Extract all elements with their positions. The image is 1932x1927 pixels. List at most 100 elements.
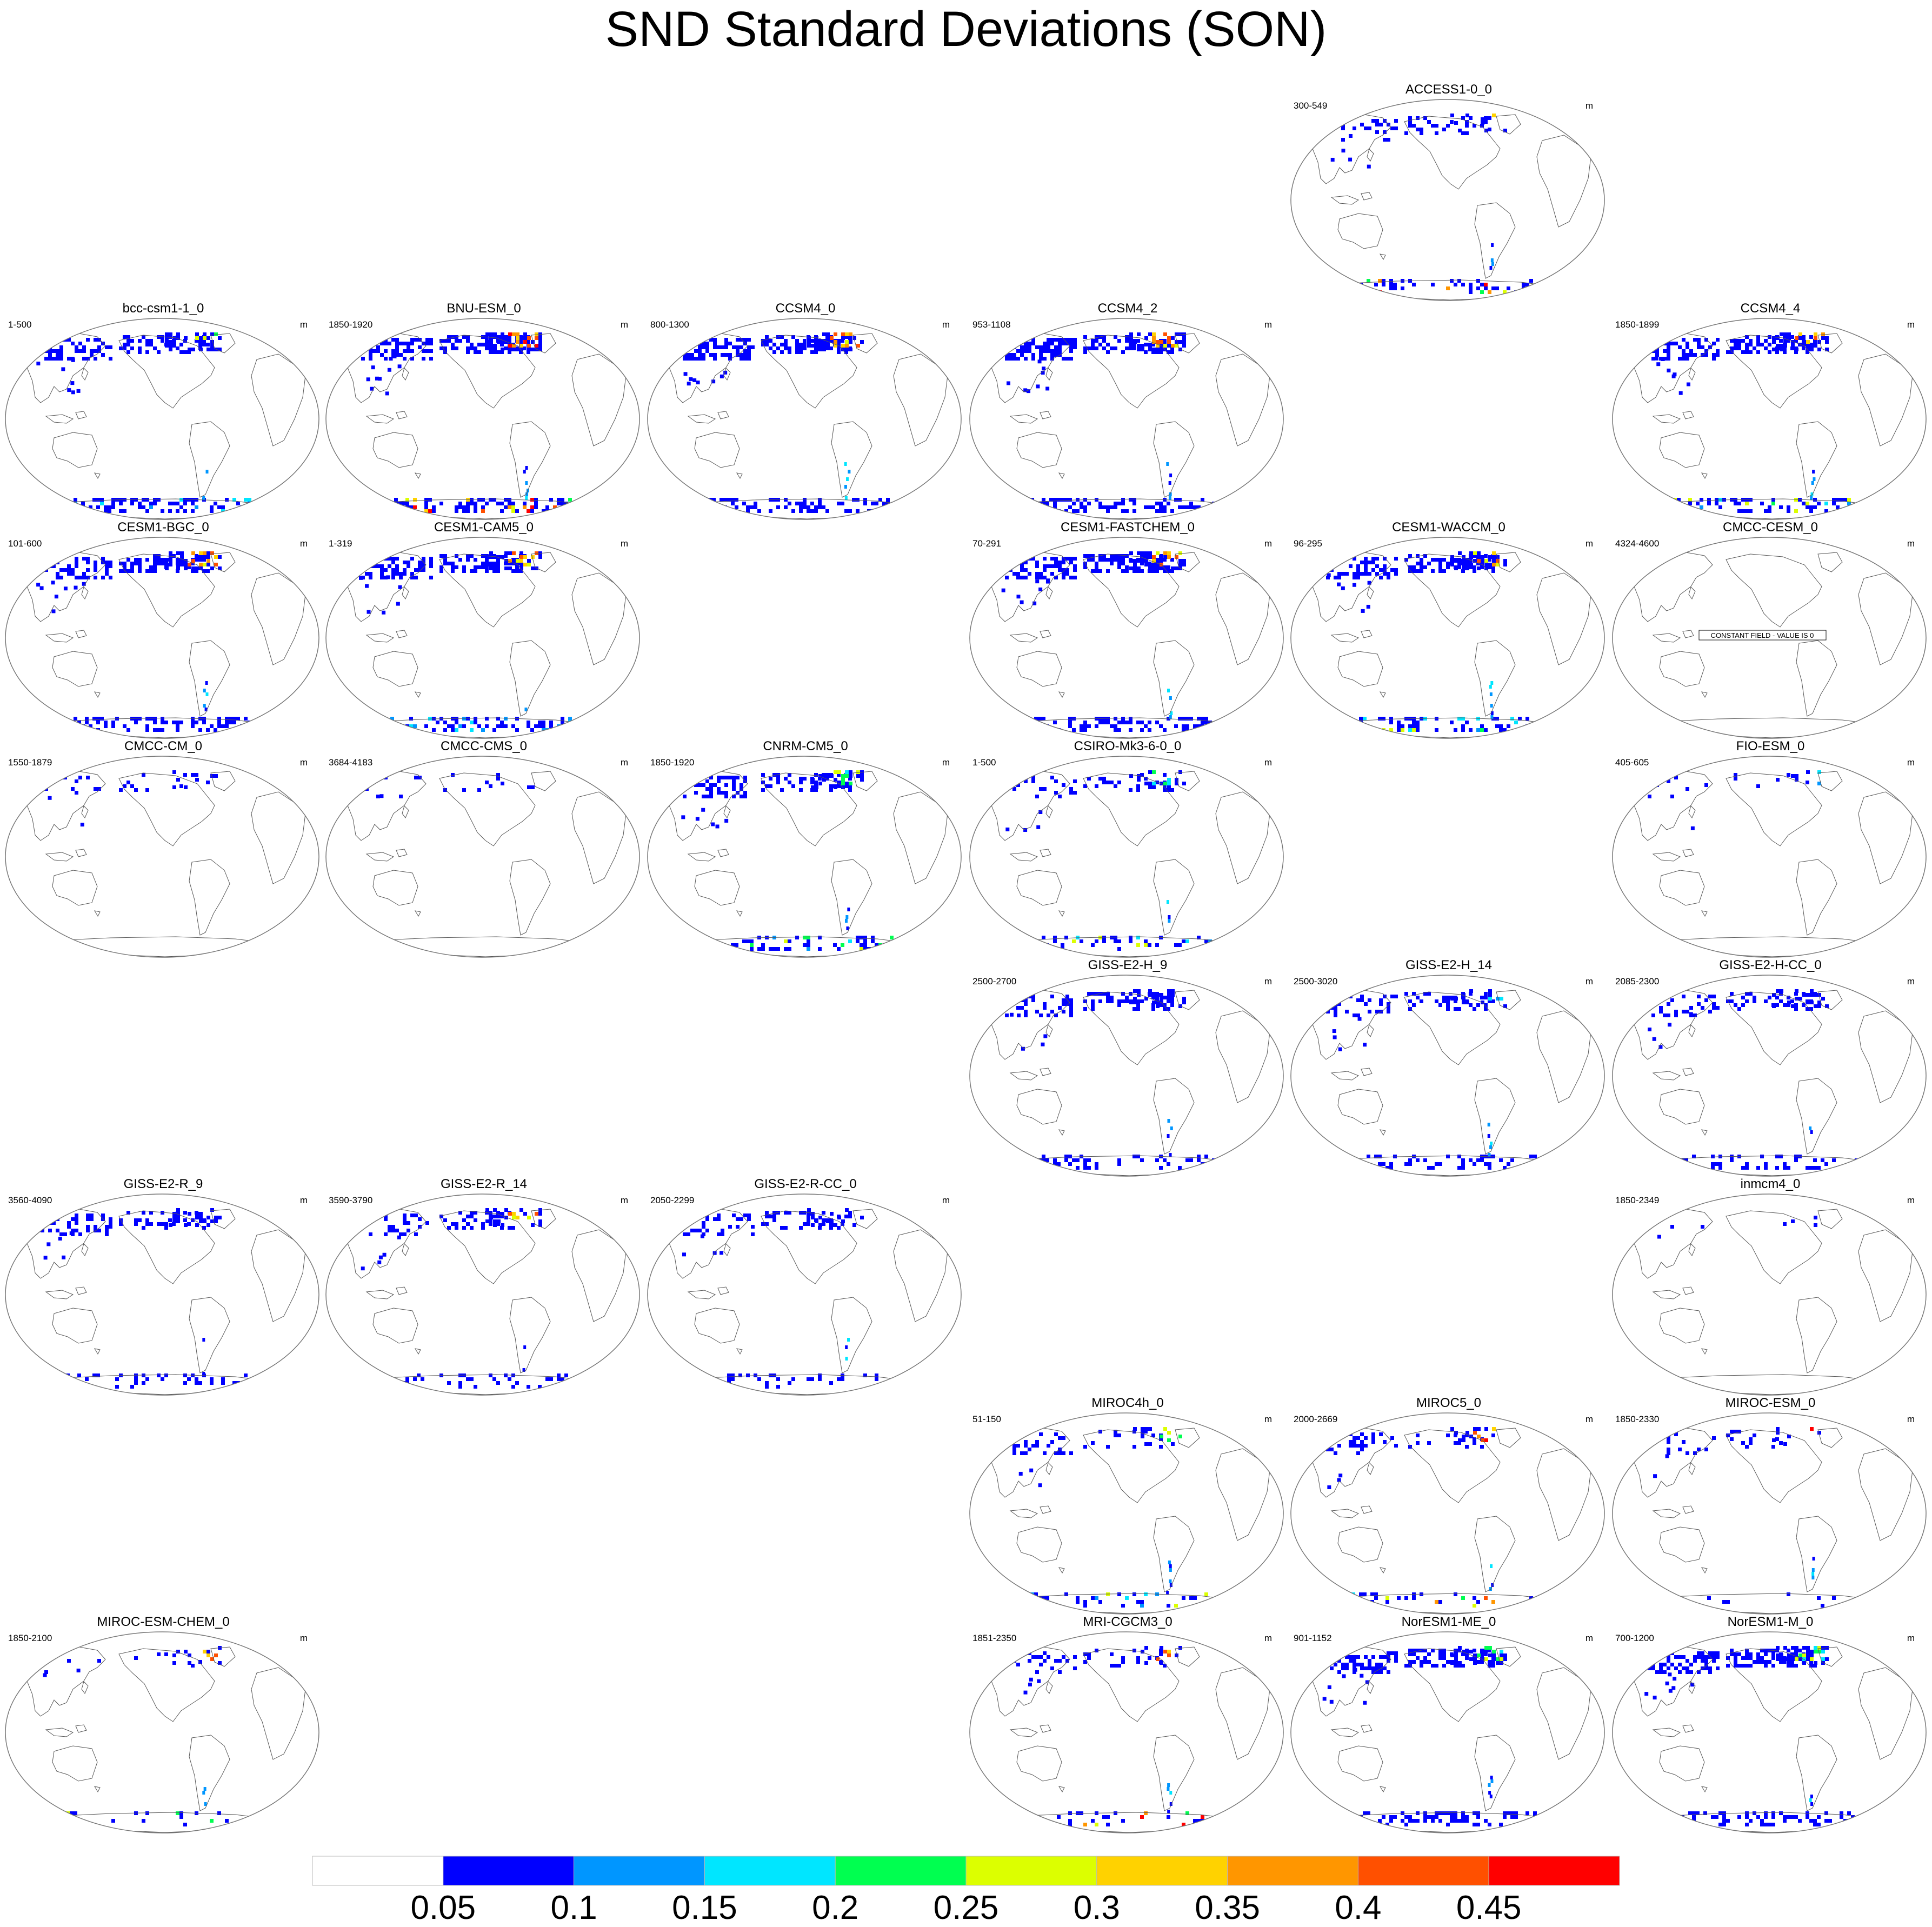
panel-units: m bbox=[1585, 101, 1593, 111]
panel-years: 3590-3790 bbox=[329, 1195, 373, 1205]
map-panel: CCSM4_0 800-1300 m bbox=[645, 301, 966, 521]
panel-title: GISS-E2-H_14 bbox=[1405, 958, 1493, 972]
map-border bbox=[647, 756, 962, 958]
coastlines bbox=[988, 989, 1278, 1176]
map-border bbox=[969, 318, 1284, 520]
map-panel: GISS-E2-H_14 2500-3020 m bbox=[1288, 958, 1609, 1177]
panel-years: 101-600 bbox=[8, 538, 42, 549]
coastlines bbox=[666, 770, 956, 957]
robinson-map bbox=[1290, 99, 1605, 301]
colorbar-tick-label: 0.35 bbox=[1195, 1889, 1260, 1926]
coastlines bbox=[988, 551, 1278, 738]
map-border bbox=[5, 1193, 319, 1396]
snow-depth-cells bbox=[43, 1646, 229, 1826]
map-panel: inmcm4_0 1850-2349 m bbox=[1610, 1177, 1931, 1396]
map-border bbox=[325, 318, 640, 520]
coastlines bbox=[1631, 551, 1921, 738]
map-border bbox=[1290, 1412, 1605, 1615]
snow-depth-cells bbox=[1326, 551, 1537, 732]
robinson-map bbox=[325, 756, 640, 958]
panel-years: 1-500 bbox=[8, 319, 32, 330]
colorbar-tick-label: 0.4 bbox=[1335, 1889, 1381, 1926]
panel-years: 1550-1879 bbox=[8, 757, 52, 768]
map-panel: NorESM1-M_0 700-1200 m bbox=[1610, 1615, 1931, 1834]
robinson-map bbox=[5, 1193, 319, 1396]
panel-units: m bbox=[942, 319, 950, 330]
panel-units: m bbox=[1907, 976, 1915, 986]
colorbar-swatch bbox=[1227, 1856, 1358, 1886]
map-border bbox=[969, 537, 1284, 739]
panel-years: 1851-2350 bbox=[972, 1633, 1017, 1643]
panel-title: GISS-E2-R_9 bbox=[123, 1177, 203, 1191]
panel-years: 96-295 bbox=[1294, 538, 1322, 549]
panel-units: m bbox=[620, 1195, 628, 1205]
chart-title: SND Standard Deviations (SON) bbox=[605, 2, 1327, 57]
panel-units: m bbox=[1907, 319, 1915, 330]
coastlines bbox=[24, 1208, 314, 1395]
panel-title: GISS-E2-R-CC_0 bbox=[754, 1177, 857, 1191]
panel-title: CMCC-CMS_0 bbox=[440, 739, 527, 754]
snow-depth-cells bbox=[361, 332, 572, 513]
coastlines bbox=[1631, 1208, 1921, 1395]
panel-grid: ACCESS1-0_0 300-549 m bcc-csm1-1_0 1-500 m BNU… bbox=[3, 82, 1931, 1834]
robinson-map bbox=[647, 1193, 962, 1396]
panel-units: m bbox=[299, 757, 308, 768]
robinson-map bbox=[647, 756, 962, 958]
coastlines bbox=[1631, 1426, 1921, 1614]
panel-units: m bbox=[620, 757, 628, 768]
snow-depth-cells bbox=[1644, 1646, 1855, 1826]
panel-units: m bbox=[620, 319, 628, 330]
panel-title: bcc-csm1-1_0 bbox=[122, 301, 204, 316]
robinson-map: CONSTANT FIELD - VALUE IS 0 bbox=[1612, 537, 1927, 739]
snow-depth-cells bbox=[1005, 989, 1216, 1170]
snow-depth-cells bbox=[1322, 1646, 1537, 1826]
map-panel: CMCC-CMS_0 3684-4183 m bbox=[323, 739, 644, 958]
panel-years: 1850-2349 bbox=[1615, 1195, 1660, 1205]
colorbar-swatch bbox=[835, 1856, 967, 1886]
panel-years: 2000-2669 bbox=[1294, 1414, 1338, 1424]
panel-title: MIROC-ESM_0 bbox=[1725, 1396, 1816, 1410]
map-border bbox=[969, 756, 1284, 958]
robinson-map bbox=[969, 318, 1284, 520]
map-border bbox=[969, 975, 1284, 1177]
panel-units: m bbox=[299, 319, 308, 330]
map-border bbox=[1290, 1631, 1605, 1833]
panel-title: CESM1-WACCM_0 bbox=[1392, 520, 1505, 535]
snow-depth-cells bbox=[36, 551, 251, 732]
robinson-map bbox=[1290, 975, 1605, 1177]
robinson-map bbox=[1612, 975, 1927, 1177]
map-border bbox=[325, 756, 640, 958]
panel-years: 1-319 bbox=[329, 538, 352, 549]
panel-units: m bbox=[299, 1633, 308, 1643]
coastlines bbox=[1309, 1426, 1600, 1614]
snow-depth-cells bbox=[683, 332, 894, 513]
panel-units: m bbox=[1907, 757, 1915, 768]
snow-depth-cells bbox=[1648, 989, 1858, 1170]
panel-title: CMCC-CM_0 bbox=[124, 739, 202, 754]
map-border bbox=[5, 318, 319, 520]
panel-years: 901-1152 bbox=[1294, 1633, 1332, 1643]
panel-title: GISS-E2-R_14 bbox=[440, 1177, 528, 1191]
panel-title: NorESM1-ME_0 bbox=[1401, 1615, 1496, 1629]
map-panel: CMCC-CM_0 1550-1879 m bbox=[3, 739, 324, 958]
panel-units: m bbox=[1264, 538, 1272, 549]
panel-units: m bbox=[1264, 976, 1272, 986]
map-panel: GISS-E2-H_9 2500-2700 m bbox=[967, 958, 1288, 1177]
colorbar-tick-label: 0.3 bbox=[1074, 1889, 1120, 1926]
map-panel: MRI-CGCM3_0 1851-2350 m bbox=[967, 1615, 1288, 1834]
robinson-map bbox=[1290, 1631, 1605, 1833]
snow-depth-cells bbox=[1651, 1427, 1855, 1608]
map-border bbox=[647, 318, 962, 520]
robinson-map bbox=[325, 537, 640, 739]
coastlines bbox=[666, 1208, 956, 1395]
map-panel: CESM1-FASTCHEM_0 70-291 m bbox=[967, 520, 1288, 739]
map-border bbox=[5, 1631, 319, 1833]
panel-title: BNU-ESM_0 bbox=[447, 301, 521, 316]
map-panel: GISS-E2-R-CC_0 2050-2299 m bbox=[645, 1177, 966, 1396]
panel-years: 2500-2700 bbox=[972, 976, 1017, 986]
panel-years: 51-150 bbox=[972, 1414, 1001, 1424]
coastlines bbox=[24, 1645, 314, 1833]
constant-field-note: CONSTANT FIELD - VALUE IS 0 bbox=[1711, 631, 1814, 639]
coastlines bbox=[24, 770, 314, 957]
panel-years: 70-291 bbox=[972, 538, 1001, 549]
